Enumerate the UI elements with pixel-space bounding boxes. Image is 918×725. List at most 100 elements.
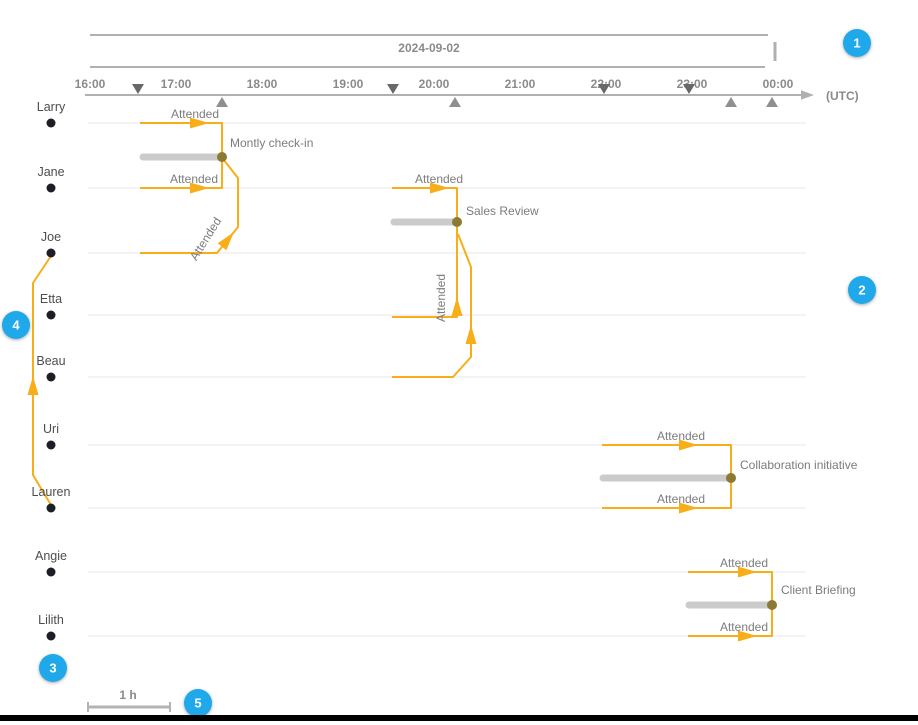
attendance-edge-label: Attended — [170, 172, 218, 186]
attendance-edge-label: Attended — [657, 429, 705, 443]
badge-circle — [2, 311, 30, 339]
axis-unit-label: (UTC) — [826, 89, 859, 103]
person-label: Lauren — [32, 485, 71, 499]
person-label: Uri — [43, 422, 59, 436]
attendance-edge-jane — [140, 157, 223, 189]
badge-circle — [848, 276, 876, 304]
attendance-arrow-icon — [679, 502, 698, 514]
attendance-arrow-icon — [190, 117, 209, 129]
person-node[interactable] — [46, 183, 56, 193]
event-start-marker — [598, 84, 610, 94]
axis-tick-label: 20:00 — [419, 77, 450, 91]
event-title: Montly check-in — [230, 136, 313, 150]
person-label: Angie — [35, 549, 67, 563]
badge-circle — [843, 29, 871, 57]
person-node[interactable] — [46, 372, 56, 382]
attendance-arrow-icon — [679, 439, 698, 451]
annotation-badge-4: 4 — [2, 311, 30, 339]
event-end-marker — [449, 97, 461, 107]
attendance-edge-label: Attended — [187, 215, 224, 263]
attendance-arrow-icon — [465, 325, 477, 344]
event-client-briefing: Attended Attended Client Briefing — [685, 556, 856, 642]
date-range-slider[interactable]: 2024-09-02 — [90, 34, 777, 68]
relation-arrow-icon — [27, 376, 39, 395]
attendance-arrow-icon — [430, 182, 449, 194]
attendance-arrow-icon — [451, 297, 463, 316]
person-node[interactable] — [46, 440, 56, 450]
person-node[interactable] — [46, 631, 56, 641]
person-label: Joe — [41, 230, 61, 244]
attendance-arrow-icon — [738, 630, 757, 642]
annotation-badge-2: 2 — [848, 276, 876, 304]
event-node[interactable] — [452, 217, 462, 227]
event-start-marker — [132, 84, 144, 94]
person-node[interactable] — [46, 248, 56, 258]
person-rows: Larry Jane Joe Etta Beau Uri Lauren Angi… — [32, 100, 71, 641]
attendance-edge-label: Attended — [720, 620, 768, 634]
event-end-marker — [216, 97, 228, 107]
event-montly-check-in: Attended Attended Attended Montly check-… — [139, 107, 313, 263]
attendance-edge-larry — [140, 122, 223, 157]
event-title: Client Briefing — [781, 583, 856, 597]
annotation-badge-5: 5 — [184, 689, 212, 717]
attendance-edge-label: Attended — [415, 172, 463, 186]
event-end-marker — [766, 97, 778, 107]
badge-number: 4 — [12, 318, 20, 333]
person-node[interactable] — [46, 503, 56, 513]
badge-number: 1 — [853, 36, 860, 51]
person-label: Etta — [40, 292, 62, 306]
attendance-edge-beau — [392, 233, 472, 378]
event-end-marker — [725, 97, 737, 107]
relation-edge-lauren-joe — [27, 255, 52, 506]
event-start-marker — [683, 84, 695, 94]
person-node[interactable] — [46, 118, 56, 128]
bottom-border — [0, 715, 918, 721]
event-node[interactable] — [726, 473, 736, 483]
event-title: Sales Review — [466, 204, 539, 218]
event-start-marker — [387, 84, 399, 94]
event-title: Collaboration initiative — [740, 458, 858, 472]
axis-tick-label: 17:00 — [161, 77, 192, 91]
axis-tick-label: 19:00 — [333, 77, 364, 91]
attendance-arrow-icon — [190, 182, 209, 194]
event-sales-review: Attended Attended Sales Review — [390, 172, 539, 378]
badge-number: 5 — [194, 696, 201, 711]
event-collaboration-initiative: Attended Attended Collaboration initiati… — [599, 429, 858, 514]
axis-tick-label: 16:00 — [75, 77, 106, 91]
axis-arrow-icon — [801, 90, 814, 100]
attendance-edge-label: Attended — [171, 107, 219, 121]
axis-tick-label: 21:00 — [505, 77, 536, 91]
attendance-arrow-icon — [738, 566, 757, 578]
person-node[interactable] — [46, 310, 56, 320]
person-label: Beau — [36, 354, 65, 368]
person-node[interactable] — [46, 567, 56, 577]
attendance-edge-label: Attended — [434, 274, 448, 322]
badge-circle — [39, 654, 67, 682]
scale-label: 1 h — [119, 688, 136, 702]
badge-number: 2 — [858, 283, 865, 298]
attendance-edge-lauren — [602, 478, 732, 509]
person-label: Jane — [37, 165, 64, 179]
annotation-badge-3: 3 — [39, 654, 67, 682]
axis-tick-label: 18:00 — [247, 77, 278, 91]
time-axis: (UTC) 16:00 17:00 18:00 19:00 20:00 21:0… — [75, 77, 859, 107]
axis-tick-label: 00:00 — [763, 77, 794, 91]
attendance-edge-jane — [392, 187, 458, 222]
annotation-badge-1: 1 — [843, 29, 871, 57]
badge-circle — [184, 689, 212, 717]
attendance-edge-uri — [602, 444, 732, 478]
attendance-edge-angie — [688, 571, 773, 605]
person-lifelines — [88, 122, 806, 637]
person-label: Larry — [37, 100, 66, 114]
attendance-arrow-icon — [217, 232, 234, 251]
event-node[interactable] — [217, 152, 227, 162]
time-scale-legend: 1 h — [87, 688, 171, 712]
attendance-edge-label: Attended — [720, 556, 768, 570]
attendance-edge-etta — [392, 227, 458, 318]
event-node[interactable] — [767, 600, 777, 610]
person-label: Lilith — [38, 613, 64, 627]
badge-number: 3 — [49, 661, 56, 676]
attendance-edge-label: Attended — [657, 492, 705, 506]
